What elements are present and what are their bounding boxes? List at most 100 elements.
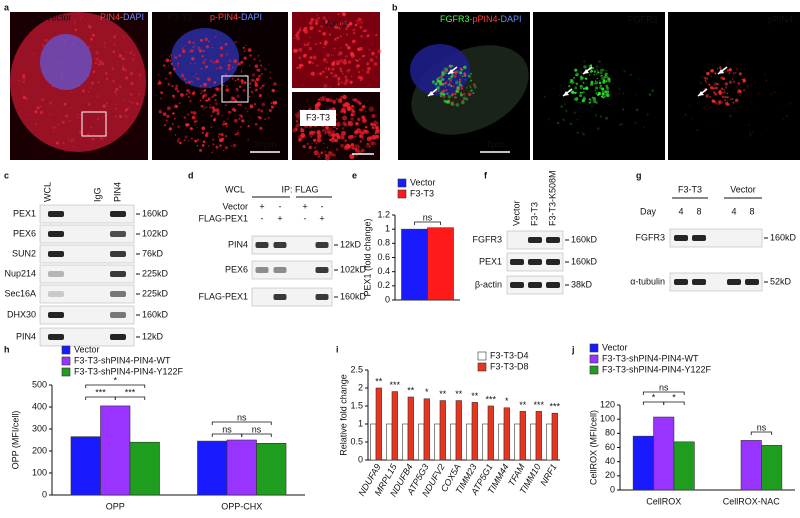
speckle [226,126,228,128]
speckle [171,85,174,88]
speckle [80,15,83,18]
speckle [183,116,187,119]
speckle [723,91,726,94]
speckle [89,26,92,29]
speckle [350,111,356,117]
speckle [315,43,317,45]
speckle [462,96,467,101]
speckle [361,115,366,120]
speckle [599,84,601,87]
image-title: Vector [46,12,72,22]
speckle [357,17,362,22]
speckle [573,76,576,79]
speckle [724,99,727,102]
speckle [348,22,353,26]
arrow-head [448,69,454,74]
speckle [337,98,343,104]
speckle [228,59,232,63]
speckle [229,99,232,102]
group-label: Vector [730,184,756,194]
speckle [451,92,455,96]
speckle [264,68,267,71]
speckle [210,115,213,117]
speckle [115,104,118,106]
speckle [29,91,31,93]
speckle [441,77,445,81]
speckle [310,17,314,22]
speckle [224,134,228,138]
speckle [470,87,472,89]
zoom-box [81,111,107,137]
speckle [586,107,588,110]
speckle [308,145,312,150]
speckle [224,104,227,107]
speckle [731,78,734,80]
speckle [116,94,118,96]
size-label: 12kD [340,239,362,249]
speckle [205,45,209,49]
panel-letter: i [336,344,339,354]
speckle [437,76,441,80]
bracket [750,431,773,435]
speckle [724,82,728,86]
blot-band [48,211,64,217]
speckle [370,122,374,126]
speckle [325,98,330,102]
speckle [595,86,599,90]
speckle [375,129,380,133]
speckle [431,80,435,84]
speckle [455,90,457,92]
speckle [337,13,340,16]
speckle [196,120,198,122]
speckle [207,145,210,147]
speckle [329,127,331,130]
blot-row-label: FLAG-PEX1 [198,291,248,301]
day-value: 8 [696,206,701,216]
speckle [316,133,322,139]
speckle [777,104,779,106]
speckle [192,111,197,115]
speckle [240,79,244,83]
speckle [759,134,762,136]
speckle [296,123,300,127]
blot-row-label: PIN4 [16,331,36,341]
speckle [204,99,206,101]
stain-label: FGFR3 [628,14,658,24]
significance: ns [423,212,433,222]
speckle [571,90,575,94]
speckle [373,62,378,66]
speckle [238,85,242,88]
speckle [34,123,37,126]
blot-row-label: FGFR3 [472,234,502,244]
speckle [260,64,262,67]
speckle [111,67,114,70]
blot-row-label: α-tubulin [630,276,665,286]
speckle [651,89,655,93]
speckle [237,130,239,132]
speckle [333,102,336,105]
speckle [606,93,610,98]
blot-row-label: PIN4 [228,239,248,249]
sign: + [319,213,324,223]
speckle [202,96,205,99]
speckle [724,96,727,99]
speckle [444,85,447,88]
speckle [318,153,321,156]
speckle [101,62,105,66]
speckle [589,99,592,102]
speckle [68,139,70,141]
significance: * [425,387,429,397]
speckle [221,114,223,117]
speckle [59,115,61,117]
speckle [304,136,307,138]
speckle [582,97,587,101]
speckle [298,138,302,142]
significance: *** [534,400,545,410]
speckle [326,147,329,149]
speckle [437,83,439,85]
speckle [553,88,555,90]
speckle [320,151,324,154]
speckle [564,109,568,113]
speckle [445,69,449,72]
